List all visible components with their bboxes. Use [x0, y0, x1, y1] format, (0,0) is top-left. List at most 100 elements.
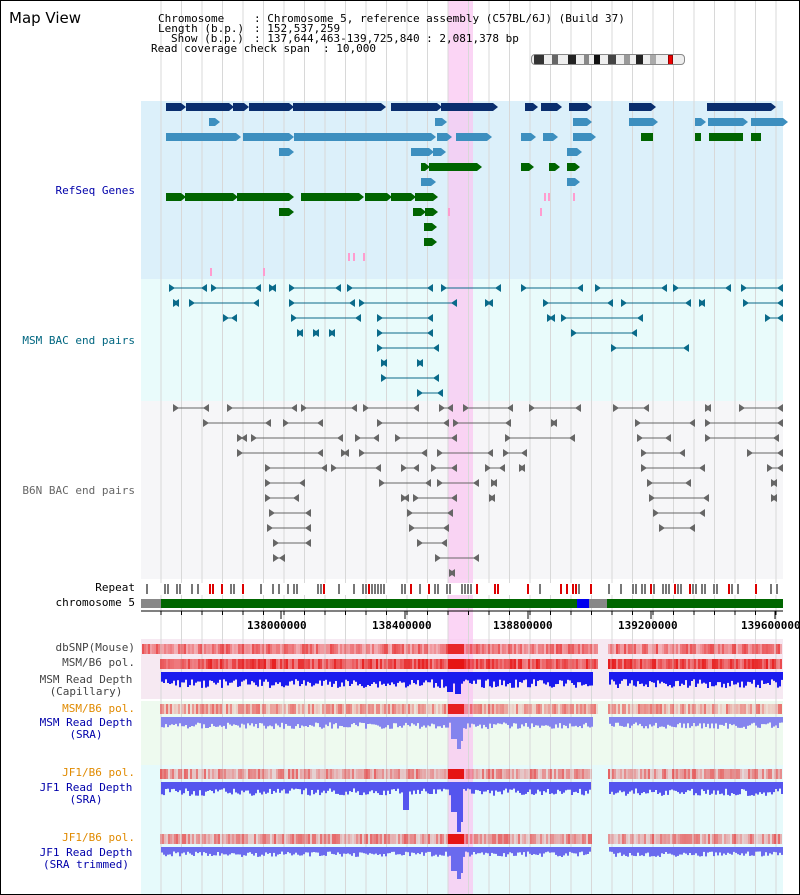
- jf1-b6-pol-trim-label[interactable]: JF1/B6 pol.: [62, 831, 135, 844]
- polymorphism-density-cell: [392, 834, 394, 844]
- polymorphism-density-cell: [542, 704, 544, 714]
- msm-depth-sra-label[interactable]: MSM Read Depth: [39, 716, 133, 729]
- polymorphism-density-cell: [434, 834, 436, 844]
- polymorphism-density-cell: [188, 769, 190, 779]
- polymorphism-density-cell: [646, 659, 648, 669]
- refseq-gene-arrow: [233, 193, 238, 201]
- polymorphism-density-cell: [682, 644, 684, 654]
- read-depth-bar: [661, 672, 663, 682]
- polymorphism-density-cell: [524, 644, 526, 654]
- polymorphism-density-cell: [162, 704, 164, 714]
- polymorphism-density-cell: [542, 659, 544, 669]
- polymorphism-density-cell: [680, 704, 682, 714]
- polymorphism-density-cell: [756, 659, 758, 669]
- b6n-bac-end: [317, 449, 323, 457]
- polymorphism-density-cell: [578, 769, 580, 779]
- b6n-bac-label[interactable]: B6N BAC end pairs: [22, 484, 135, 497]
- msm-depth-cap-label[interactable]: MSM Read Depth: [39, 673, 133, 686]
- polymorphism-density-cell: [458, 769, 460, 779]
- read-depth-bar: [339, 717, 341, 726]
- polymorphism-density-cell: [532, 659, 534, 669]
- read-depth-bar: [621, 717, 623, 727]
- refseq-gene-glyph: [301, 193, 359, 201]
- read-depth-bar: [631, 672, 633, 681]
- read-depth-bar: [707, 847, 709, 853]
- read-depth-bar: [645, 847, 647, 854]
- polymorphism-density-cell: [172, 834, 174, 844]
- b6n-bac-end: [689, 524, 695, 532]
- msm-b6-pol-label[interactable]: MSM/B6 pol.: [62, 656, 135, 669]
- read-depth-bar: [547, 782, 549, 789]
- dbsnp-label[interactable]: dbSNP(Mouse): [55, 641, 135, 654]
- chromosome-ideogram[interactable]: [531, 54, 685, 65]
- axis-tick-label: 139200000: [618, 619, 678, 632]
- polymorphism-density-cell: [744, 644, 746, 654]
- polymorphism-density-cell: [362, 644, 364, 654]
- polymorphism-density-cell: [396, 834, 398, 844]
- jf1-depth-sra-label[interactable]: JF1 Read Depth: [39, 781, 133, 794]
- polymorphism-density-cell: [320, 769, 322, 779]
- read-depth-bar: [719, 717, 721, 725]
- read-depth-bar: [757, 782, 759, 795]
- read-depth-bar: [465, 847, 467, 852]
- polymorphism-density-cell: [340, 644, 342, 654]
- polymorphism-density-cell: [520, 644, 522, 654]
- read-depth-bar: [585, 672, 587, 685]
- read-depth-bar: [223, 717, 225, 726]
- polymorphism-density-cell: [472, 659, 474, 669]
- read-depth-bar: [269, 672, 271, 688]
- polymorphism-density-cell: [612, 769, 614, 779]
- jf1-b6-pol-label[interactable]: JF1/B6 pol.: [62, 766, 135, 779]
- polymorphism-density-cell: [462, 769, 464, 779]
- polymorphism-density-cell: [654, 769, 656, 779]
- b6n-bac-end: [203, 404, 209, 412]
- refseq-gene-arrow: [442, 118, 447, 126]
- polymorphism-density-cell: [560, 704, 562, 714]
- read-depth-bar: [617, 717, 619, 723]
- polymorphism-density-cell: [634, 644, 636, 654]
- polymorphism-density-cell: [396, 644, 398, 654]
- refseq-genes-label[interactable]: RefSeq Genes: [55, 184, 135, 197]
- repeat-element: [728, 584, 730, 594]
- polymorphism-density-cell: [676, 644, 678, 654]
- polymorphism-density-cell: [694, 834, 696, 844]
- polymorphism-density-cell: [670, 644, 672, 654]
- read-depth-bar: [227, 672, 229, 686]
- read-depth-bar: [577, 672, 579, 683]
- read-depth-bar: [291, 717, 293, 729]
- read-depth-bar: [405, 782, 407, 810]
- msm-bac-end: [595, 284, 601, 292]
- read-depth-bar: [561, 847, 563, 857]
- polymorphism-density-cell: [572, 644, 574, 654]
- read-depth-bar: [439, 717, 441, 727]
- jf1-depth-trim-label[interactable]: JF1 Read Depth: [39, 846, 133, 859]
- polymorphism-density-cell: [224, 704, 226, 714]
- polymorphism-density-cell: [564, 659, 566, 669]
- refseq-gene-arrow: [289, 208, 294, 216]
- read-depth-bar: [185, 672, 187, 680]
- polymorphism-density-cell: [364, 834, 366, 844]
- read-depth-bar: [527, 782, 529, 792]
- polymorphism-density-cell: [746, 834, 748, 844]
- read-depth-bar: [577, 782, 579, 793]
- polymorphism-density-cell: [476, 769, 478, 779]
- msm-depth-cap-sublabel: (Capillary): [49, 685, 123, 698]
- polymorphism-density-cell: [548, 644, 550, 654]
- read-depth-bar: [449, 782, 451, 796]
- polymorphism-density-cell: [564, 644, 566, 654]
- b6n-bac-end: [291, 404, 297, 412]
- read-depth-bar: [505, 672, 507, 687]
- polymorphism-density-cell: [766, 834, 768, 844]
- polymorphism-density-cell: [250, 704, 252, 714]
- msm-bac-label[interactable]: MSM BAC end pairs: [22, 334, 135, 347]
- polymorphism-density-cell: [232, 659, 234, 669]
- polymorphism-density-cell: [614, 644, 616, 654]
- polymorphism-density-cell: [454, 769, 456, 779]
- read-depth-bar: [437, 847, 439, 857]
- polymorphism-density-cell: [452, 704, 454, 714]
- read-depth-bar: [521, 672, 523, 683]
- read-depth-bar: [579, 717, 581, 726]
- msm-b6-pol-sra-label[interactable]: MSM/B6 pol.: [62, 702, 135, 715]
- repeat-element: [293, 584, 295, 594]
- polymorphism-density-cell: [144, 644, 146, 654]
